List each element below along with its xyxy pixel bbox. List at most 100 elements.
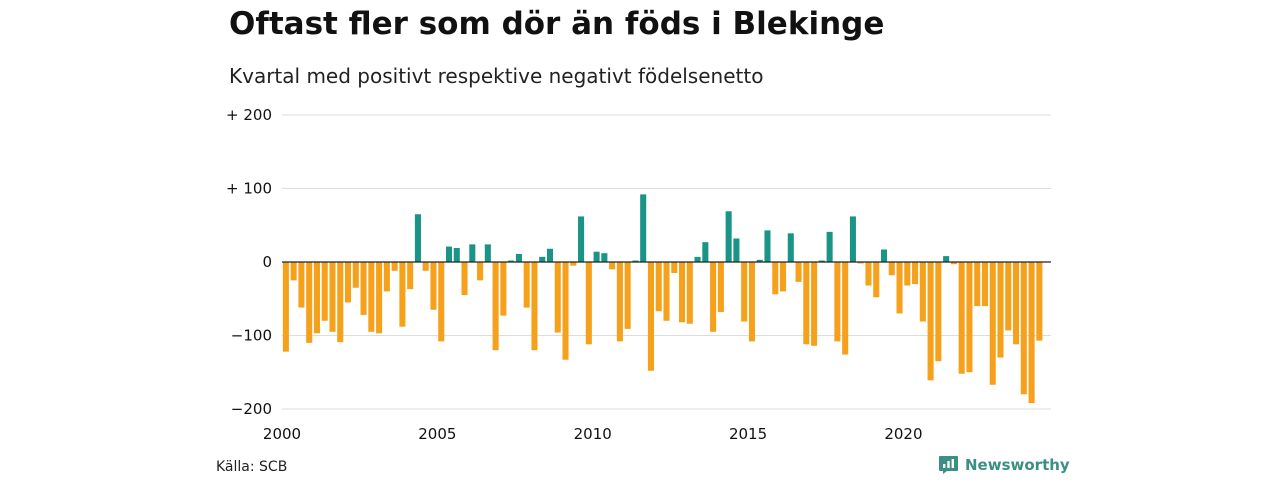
bar — [1036, 262, 1043, 341]
bar — [624, 262, 631, 329]
x-tick-label: 2000 — [263, 425, 301, 443]
bar — [943, 256, 950, 262]
bar — [880, 249, 888, 262]
bar — [1005, 262, 1012, 331]
bar — [717, 262, 724, 312]
bar — [1020, 262, 1027, 395]
bar — [756, 259, 763, 262]
bar — [655, 262, 662, 312]
bar — [391, 262, 398, 271]
bar — [546, 248, 554, 262]
bar — [422, 262, 429, 271]
bar — [1013, 262, 1020, 345]
bar — [849, 216, 856, 262]
bar — [414, 214, 421, 262]
bar — [640, 194, 647, 262]
bar — [842, 262, 849, 355]
chart-subtitle: Kvartal med positivt respektive negativt… — [229, 64, 764, 88]
y-tick-label: 0 — [262, 253, 272, 271]
bar — [290, 262, 297, 281]
bar — [989, 262, 996, 385]
bar — [368, 262, 375, 332]
bar — [508, 260, 515, 262]
bar — [904, 262, 911, 286]
bar — [306, 262, 313, 343]
bar — [679, 262, 686, 323]
x-tick-label: 2020 — [884, 425, 922, 443]
y-tick-label: −200 — [231, 400, 272, 418]
bar — [686, 262, 693, 324]
bar — [981, 262, 989, 307]
bar — [461, 262, 468, 296]
bar — [539, 256, 546, 262]
bar — [562, 262, 569, 360]
bar — [725, 211, 732, 262]
newsworthy-logo-icon — [939, 456, 958, 474]
bar — [966, 262, 973, 373]
bar — [477, 262, 484, 281]
bar — [950, 262, 957, 265]
bar — [632, 260, 639, 262]
bar — [779, 262, 787, 292]
bar — [407, 262, 414, 290]
bar — [492, 262, 499, 351]
bar — [935, 262, 942, 362]
bar — [329, 262, 336, 332]
bar — [469, 244, 476, 262]
bar — [313, 262, 320, 334]
bar — [671, 262, 678, 274]
bar — [298, 262, 305, 308]
bar — [702, 242, 709, 262]
bar — [772, 262, 779, 295]
bar — [888, 262, 895, 276]
bar — [601, 253, 608, 262]
x-tick-label: 2005 — [418, 425, 456, 443]
bar — [399, 262, 406, 327]
bar — [787, 233, 794, 262]
bar — [826, 231, 833, 262]
bar — [500, 262, 507, 316]
bar — [345, 262, 352, 303]
y-tick-label: + 100 — [226, 180, 272, 198]
bar — [531, 262, 538, 351]
bar — [694, 256, 701, 262]
bar — [352, 262, 359, 288]
bar — [360, 262, 367, 315]
bar — [834, 262, 841, 342]
bar — [647, 262, 654, 371]
bars — [282, 194, 1043, 404]
bar — [803, 262, 810, 345]
bar — [383, 262, 390, 292]
x-tick-label: 2010 — [574, 425, 612, 443]
bar — [523, 262, 530, 308]
brand-logo: Newsworthy — [938, 455, 1070, 475]
brand-name: Newsworthy — [965, 456, 1070, 474]
bar — [974, 262, 981, 307]
bar — [865, 262, 872, 286]
y-tick-label: + 200 — [226, 106, 272, 124]
bar — [818, 260, 825, 262]
bar — [321, 262, 328, 321]
bar — [337, 262, 344, 343]
bar — [733, 238, 740, 262]
bar — [896, 262, 903, 314]
bar — [593, 251, 600, 262]
bar — [710, 262, 717, 332]
bar — [997, 262, 1004, 358]
bar — [958, 262, 965, 374]
x-tick-label: 2015 — [729, 425, 767, 443]
chart-title: Oftast fler som dör än föds i Blekinge — [229, 6, 885, 42]
bar — [430, 262, 437, 310]
bar — [515, 253, 522, 262]
bar — [376, 262, 383, 334]
bar — [609, 262, 616, 270]
bar — [1028, 262, 1035, 404]
bar — [912, 262, 919, 285]
bar — [927, 262, 934, 381]
bar — [873, 262, 880, 298]
bar — [578, 216, 585, 262]
bar — [811, 262, 818, 346]
bar — [438, 262, 445, 342]
bar — [616, 262, 623, 342]
